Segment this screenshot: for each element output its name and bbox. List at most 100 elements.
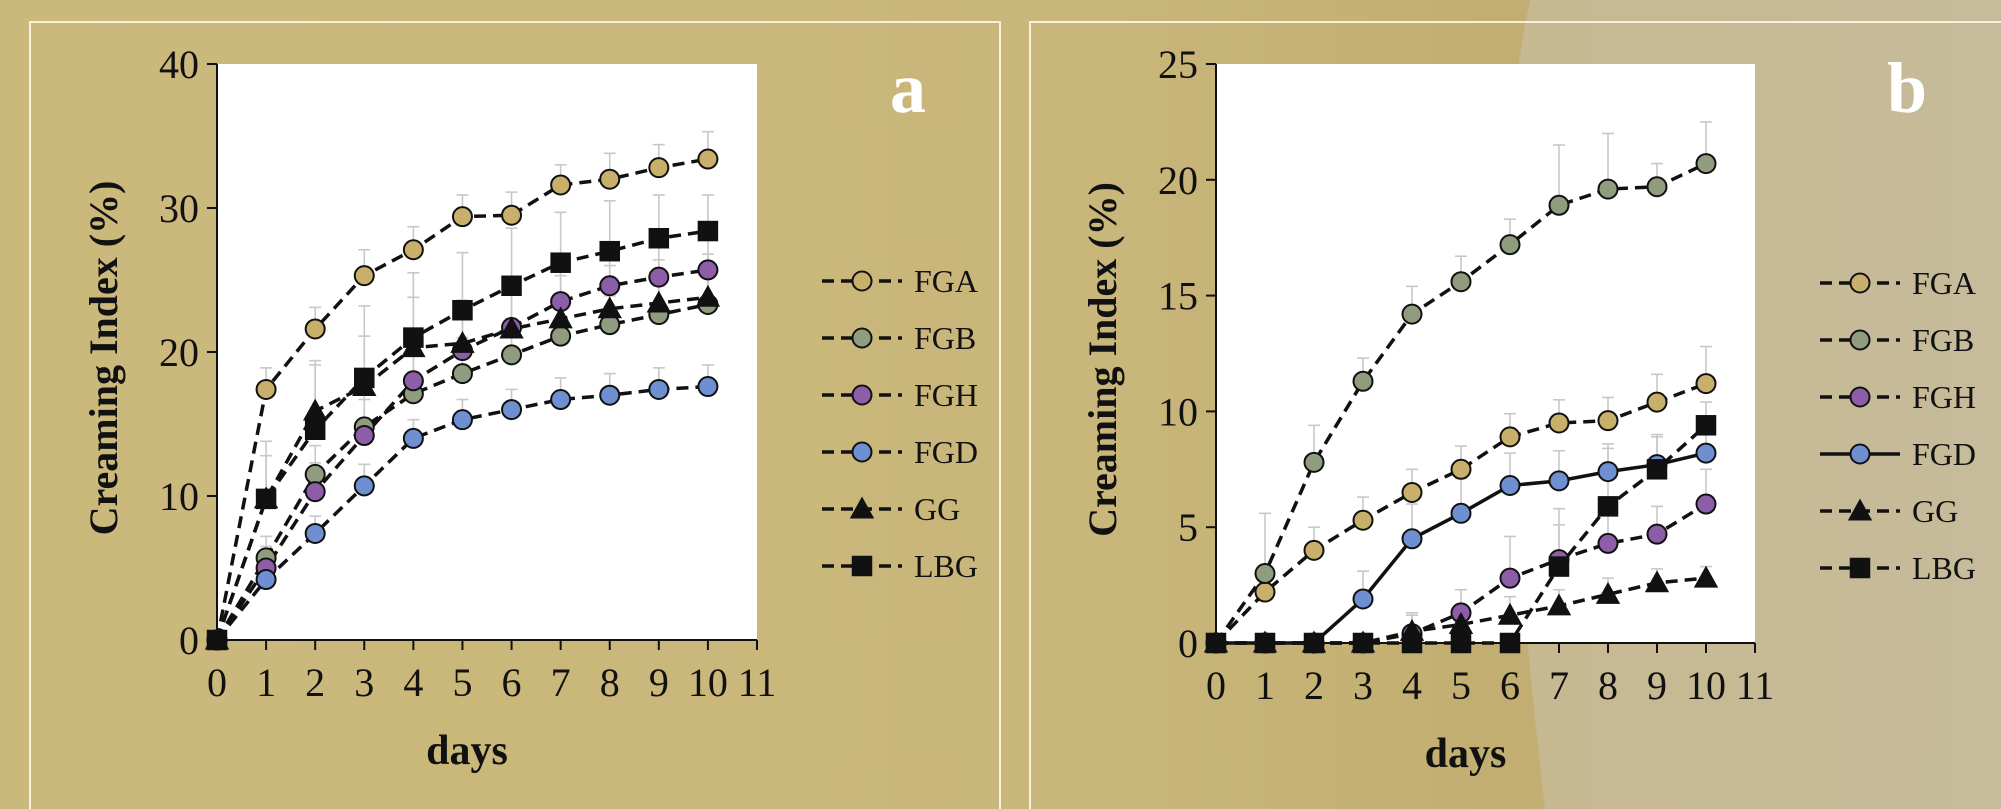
data-point-gg (548, 306, 573, 329)
data-point-lbg (1548, 556, 1570, 577)
data-point-lbg (1695, 415, 1717, 436)
data-point-fgh (353, 425, 375, 447)
legend-marker-lbg (1849, 557, 1871, 579)
data-point-fgb (550, 325, 572, 347)
data-point-fgd (501, 399, 523, 421)
legend-label-lbg: LBG (914, 548, 978, 584)
data-point-fga (1254, 581, 1276, 603)
data-point-fgd (1548, 470, 1570, 492)
data-point-gg (1497, 602, 1523, 625)
data-point-fgb (1548, 194, 1570, 216)
x-tick-label: 11 (1736, 663, 1775, 708)
legend-marker-fgh (1849, 386, 1871, 408)
legend-marker-fga (1849, 272, 1871, 294)
x-tick-label: 4 (403, 660, 423, 705)
data-point-fga (648, 157, 670, 179)
legend-label-fga: FGA (1912, 265, 1976, 301)
legend-marker-fgh (851, 384, 873, 406)
data-point-lbg (697, 220, 719, 242)
data-point-fga (1548, 412, 1570, 434)
y-tick-label: 25 (1158, 42, 1198, 87)
x-tick-label: 5 (452, 660, 472, 705)
data-point-gg (646, 290, 672, 313)
x-tick-label: 6 (502, 660, 522, 705)
data-point-lbg (550, 252, 571, 273)
axes-b (1206, 63, 1756, 653)
y-axis-label-b: Creaming Index (%) (1080, 182, 1125, 537)
data-point-fga (1499, 426, 1521, 448)
series-line-fgb (215, 302, 709, 641)
data-point-gg (695, 284, 721, 307)
y-tick-label: 0 (179, 618, 199, 663)
x-tick-label: 2 (1304, 663, 1324, 708)
legend-marker-gg (849, 496, 875, 519)
data-point-fga (353, 265, 375, 287)
data-point-fga (599, 168, 621, 190)
data-point-gg (597, 296, 622, 319)
y-tick-label: 10 (159, 474, 199, 519)
data-point-fgh (1597, 532, 1619, 554)
data-point-fgd (304, 522, 326, 544)
data-point-gg (1644, 570, 1670, 593)
x-tick-label: 5 (1451, 663, 1471, 708)
legend-marker-fgb (851, 327, 873, 349)
x-tick-label: 3 (354, 660, 374, 705)
data-point-gg (1546, 593, 1572, 616)
data-point-fgh (697, 259, 719, 281)
data-point-fga (1597, 410, 1619, 432)
data-point-fgh (648, 266, 670, 288)
y-tick-label: 15 (1158, 274, 1198, 319)
data-point-fgd (1597, 461, 1619, 483)
series-line-gg (215, 295, 709, 641)
data-point-fga (1450, 458, 1472, 480)
data-point-lbg (1597, 496, 1619, 517)
data-point-fga (402, 239, 424, 261)
y-tick-label: 5 (1178, 505, 1198, 550)
legend-label-fgd: FGD (914, 434, 978, 470)
x-tick-label: 10 (688, 660, 728, 705)
x-tick-label: 10 (1686, 663, 1726, 708)
plot-area-a (217, 64, 757, 640)
x-tick-label: 2 (305, 660, 325, 705)
data-point-fgb (1352, 370, 1374, 392)
panel-b-frame (1029, 21, 2001, 809)
legend-marker-fgd (1849, 443, 1871, 465)
panel-label-b: b (1887, 48, 1927, 128)
data-point-fgh (304, 481, 326, 503)
legend-label-lbg: LBG (1912, 550, 1976, 586)
data-point-lbg (304, 419, 326, 441)
y-tick-label: 20 (1158, 158, 1198, 203)
data-point-fgd (648, 378, 670, 400)
data-point-fga (1695, 373, 1717, 395)
data-point-fgb (304, 463, 326, 485)
data-point-fgb (1597, 178, 1619, 200)
data-point-fgd (1499, 475, 1521, 497)
legend-marker-lbg (851, 555, 873, 577)
data-point-gg (1595, 581, 1621, 604)
x-tick-label: 9 (1647, 663, 1667, 708)
data-point-fga (1352, 509, 1374, 531)
x-tick-label: 0 (207, 660, 227, 705)
legend-marker-fgd (851, 441, 873, 463)
data-point-fga (697, 148, 719, 170)
data-point-lbg (452, 299, 473, 321)
series-line-fga (1214, 381, 1707, 645)
legend-marker-fgb (1849, 329, 1871, 351)
x-tick-label: 3 (1353, 663, 1373, 708)
data-point-fgb (1450, 271, 1472, 293)
data-point-fgd (1401, 528, 1423, 550)
data-point-gg (1693, 565, 1719, 588)
data-point-fgd (550, 389, 572, 411)
x-tick-label: 0 (1206, 663, 1226, 708)
data-point-fgd (402, 427, 424, 449)
data-point-fgh (1695, 493, 1717, 515)
data-point-lbg (599, 240, 620, 262)
panel-a-frame (29, 21, 1001, 809)
plot-area-b (1216, 64, 1755, 643)
data-point-fga (451, 206, 473, 228)
data-point-fgh (1646, 523, 1668, 545)
data-point-fgb (451, 363, 473, 385)
